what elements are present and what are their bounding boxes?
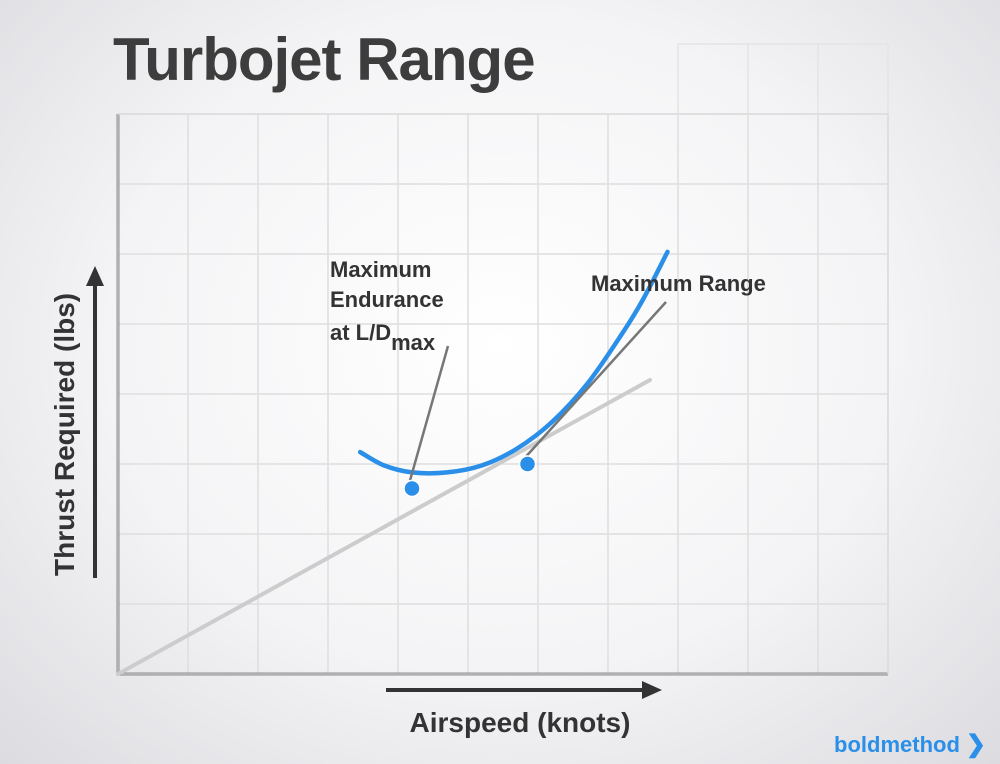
annotation-endurance-line2: Endurance: [330, 287, 444, 312]
annotation-endurance-line1: Maximum: [330, 257, 431, 282]
x-axis-arrow-head: [642, 681, 662, 699]
y-axis-label: Thrust Required (lbs): [49, 293, 80, 576]
x-axis-label: Airspeed (knots): [410, 707, 631, 738]
annotation-max-range: Maximum Range: [591, 271, 766, 296]
annotation-endurance-subscript: max: [391, 330, 436, 355]
brand-logo: boldmethod ❯: [834, 732, 986, 758]
points-layer: [403, 455, 537, 498]
plot-area: [117, 113, 889, 675]
series-line-tangent: [116, 378, 652, 676]
chevron-right-icon: ❯: [965, 731, 986, 758]
chart-title: Turbojet Range: [113, 26, 535, 93]
series-line-thrust-curve: [357, 249, 670, 476]
y-axis-arrow-head: [86, 266, 104, 286]
series-layer: [116, 249, 670, 676]
annotation-endurance-text: at L/D: [330, 320, 391, 345]
grid: [116, 43, 889, 676]
brand-name: boldmethod: [834, 732, 960, 757]
annotation-max-endurance: Maximum Endurance at L/Dmax: [330, 257, 444, 355]
leader-lines: [408, 301, 667, 481]
leader-line-range: [525, 301, 667, 457]
point-max-range: [518, 455, 537, 473]
point-max-endurance: [403, 479, 421, 498]
leader-line-endurance: [408, 345, 450, 481]
annotation-endurance-line3: at L/Dmax: [330, 320, 436, 355]
